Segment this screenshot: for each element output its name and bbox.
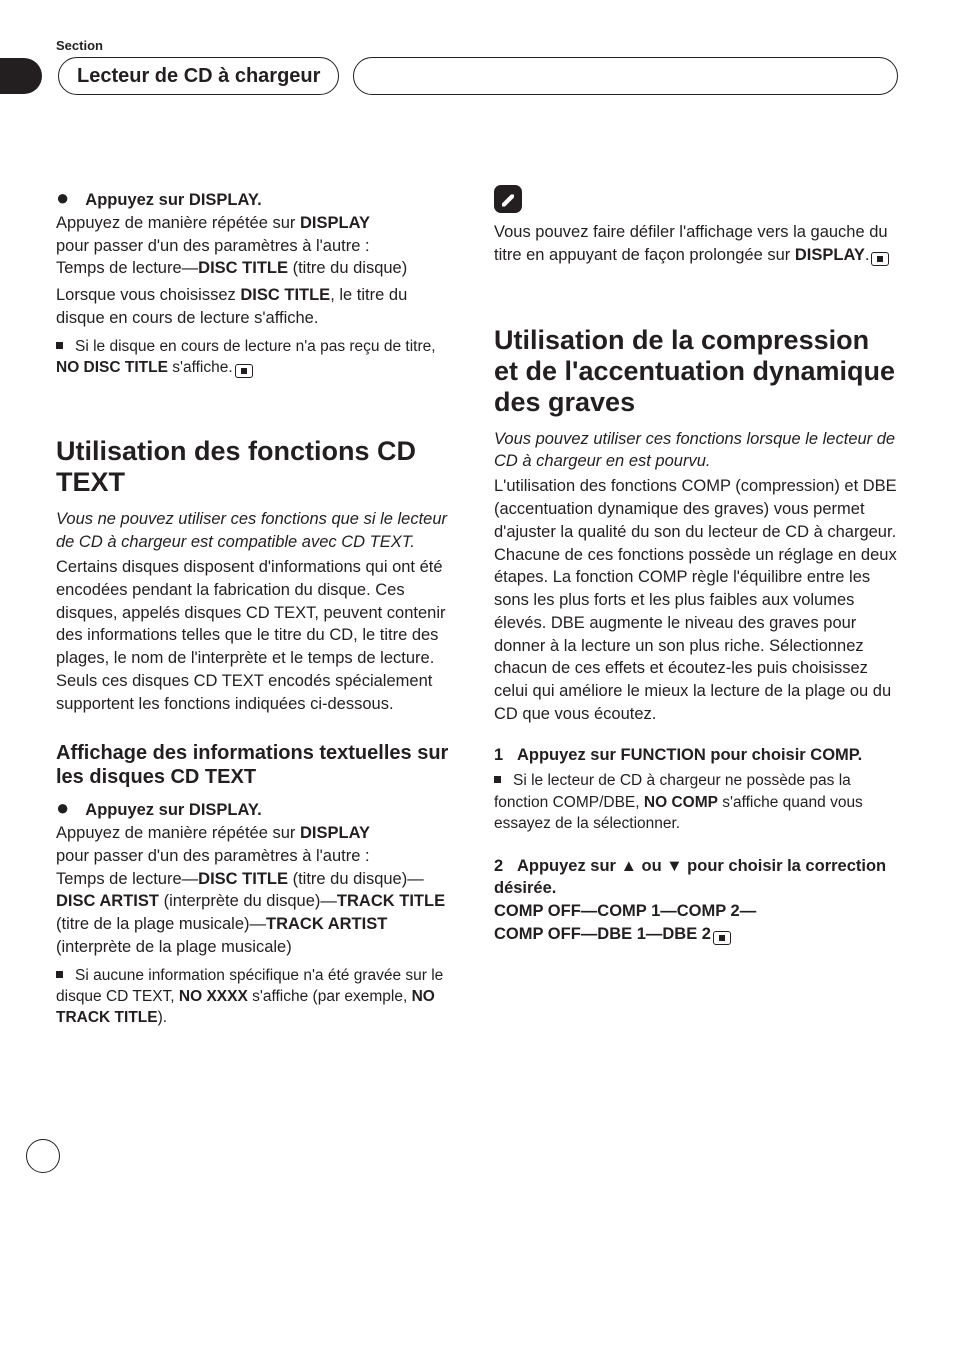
body-text: Appuyez de manière répétée sur DISPLAY: [56, 822, 460, 845]
left-column: ● Appuyez sur DISPLAY. Appuyez de manièr…: [56, 185, 460, 1173]
chapter-title: Lecteur de CD à chargeur: [58, 57, 339, 95]
right-column: Vous pouvez faire défiler l'affichage ve…: [494, 185, 898, 1173]
sub-note: Si le disque en cours de lecture n'a pas…: [56, 336, 460, 379]
sub-note: Si aucune information spécifique n'a été…: [56, 965, 460, 1029]
body-text: Temps de lecture—DISC TITLE (titre du di…: [56, 868, 460, 959]
step-display-1: ● Appuyez sur DISPLAY.: [56, 189, 460, 212]
step-2-heading: 2 Appuyez sur ▲ ou ▼ pour choisir la cor…: [494, 855, 898, 901]
step-1-heading: 1 Appuyez sur FUNCTION pour choisir COMP…: [494, 744, 898, 767]
body-text: pour passer d'un des paramètres à l'autr…: [56, 845, 460, 868]
page-tab: [0, 58, 42, 94]
note-icon: [494, 185, 522, 213]
page-number-circle: [26, 1139, 60, 1173]
end-icon: [871, 252, 889, 266]
body-text: Lorsque vous choisissez DISC TITLE, le t…: [56, 284, 460, 330]
intro-body: Certains disques disposent d'information…: [56, 556, 460, 715]
end-icon: [235, 364, 253, 378]
comp-sequence: COMP OFF—COMP 1—COMP 2— COMP OFF—DBE 1—D…: [494, 900, 898, 946]
intro-italic: Vous pouvez utiliser ces fonctions lorsq…: [494, 428, 898, 474]
square-bullet-icon: [56, 342, 63, 349]
bullet-icon: ●: [56, 189, 69, 207]
intro-body: L'utilisation des fonctions COMP (compre…: [494, 475, 898, 725]
note-body: Vous pouvez faire défiler l'affichage ve…: [494, 221, 898, 267]
intro-italic: Vous ne pouvez utiliser ces fonctions qu…: [56, 508, 460, 554]
chapter-header: Lecteur de CD à chargeur: [56, 57, 898, 95]
heading-cd-text: Utilisation des fonctions CD TEXT: [56, 436, 460, 498]
heading-affichage: Affichage des informations textuelles su…: [56, 741, 460, 789]
square-bullet-icon: [56, 971, 63, 978]
body-text: pour passer d'un des paramètres à l'autr…: [56, 235, 460, 258]
section-label: Section: [56, 38, 898, 53]
header-empty-pill: [353, 57, 898, 95]
heading-compression: Utilisation de la compression et de l'ac…: [494, 325, 898, 418]
body-text: Temps de lecture—DISC TITLE (titre du di…: [56, 257, 460, 280]
square-bullet-icon: [494, 776, 501, 783]
end-icon: [713, 931, 731, 945]
body-text: Appuyez de manière répétée sur DISPLAY: [56, 212, 460, 235]
bullet-icon: ●: [56, 799, 69, 817]
step-heading: Appuyez sur DISPLAY.: [85, 799, 261, 822]
step-display-2: ● Appuyez sur DISPLAY.: [56, 799, 460, 822]
step-heading: Appuyez sur DISPLAY.: [85, 189, 261, 212]
sub-note: Si le lecteur de CD à chargeur ne possèd…: [494, 770, 898, 834]
